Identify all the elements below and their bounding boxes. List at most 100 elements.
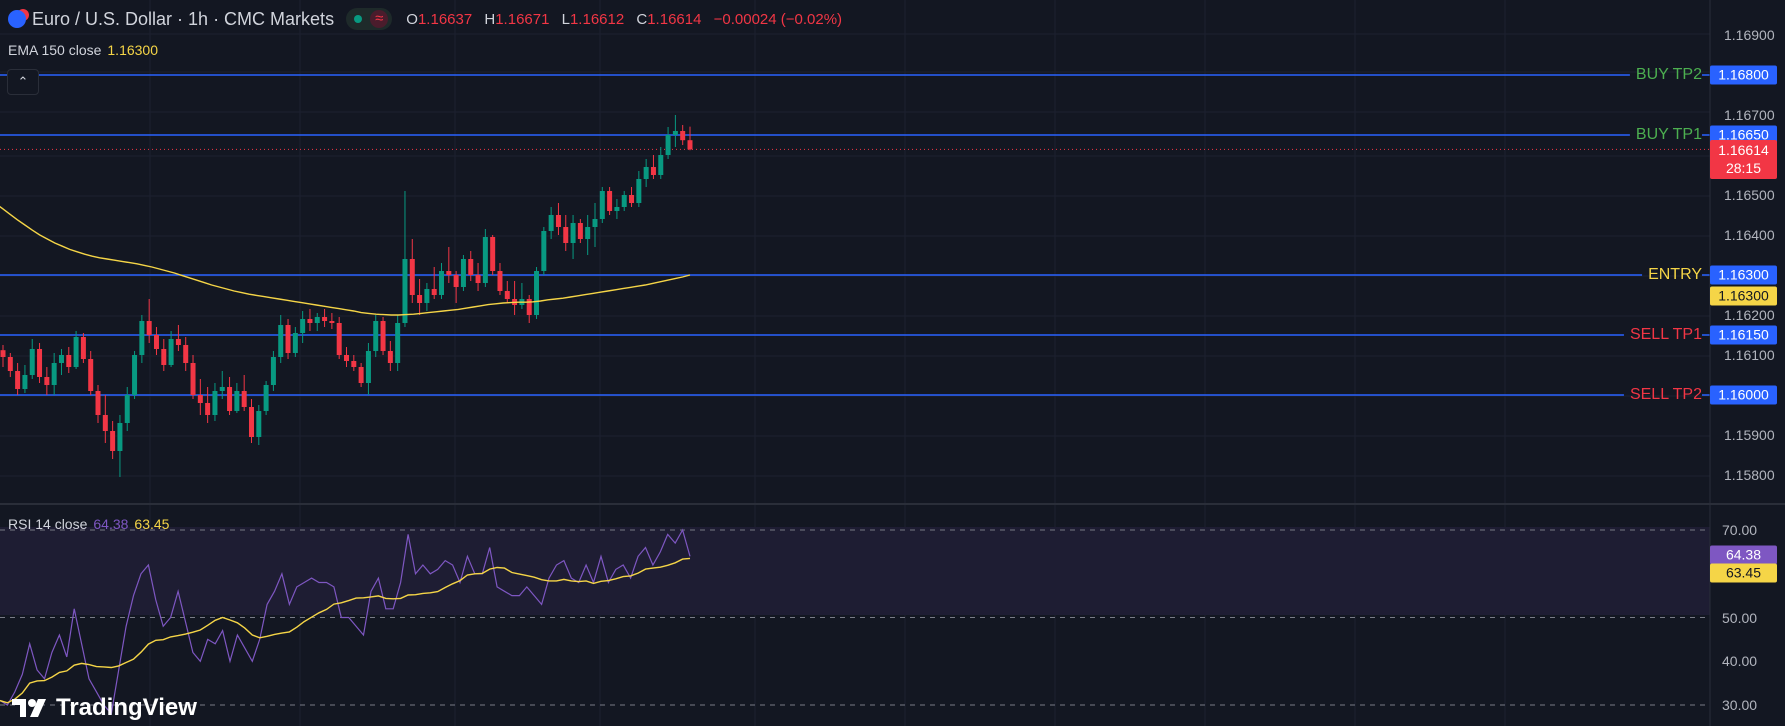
ema-price-tag: 1.16300	[1710, 286, 1777, 306]
candle-body	[66, 355, 72, 367]
level-price-tag: 1.16000	[1710, 385, 1777, 405]
level-lines	[0, 74, 1710, 396]
symbol-title[interactable]: Euro / U.S. Dollar · 1h · CMC Markets	[32, 8, 335, 29]
level-label: BUY TP1	[1635, 126, 1702, 143]
candle-body	[102, 415, 108, 431]
level-price-tag: 1.16150	[1710, 325, 1777, 345]
level-label: ENTRY	[1648, 266, 1702, 283]
candle-body	[490, 237, 496, 271]
price-axis-tick: 1.16700	[1724, 107, 1775, 123]
symbol-legend[interactable]: Euro / U.S. Dollar · 1h · CMC Markets ≈ …	[8, 8, 850, 30]
price-axis-tick: 1.16100	[1724, 347, 1775, 363]
candle-body	[629, 195, 635, 203]
tradingview-logo[interactable]: TradingView	[12, 694, 197, 722]
price-axis-tick: 1.15800	[1724, 467, 1775, 483]
ema-legend-value: 1.16300	[107, 42, 158, 58]
rsi-dashed-levels	[0, 529, 1710, 706]
candle-body	[555, 215, 561, 227]
candle-body	[22, 375, 28, 389]
candle-body	[453, 275, 459, 287]
candle-body	[329, 321, 335, 323]
candle-body	[139, 321, 145, 355]
candle-body	[351, 361, 357, 367]
high-value: 1.16671	[495, 10, 550, 28]
candle-body	[292, 333, 298, 353]
candle-body	[336, 323, 342, 355]
candle-body	[431, 289, 437, 295]
candle-body	[212, 391, 218, 415]
open-label: O	[406, 10, 418, 28]
candle-body	[153, 335, 159, 349]
candle-body	[263, 385, 269, 411]
candle-body	[680, 131, 686, 141]
candle-body	[88, 359, 94, 391]
ema-legend[interactable]: EMA 150 close 1.16300	[8, 42, 158, 58]
candle-body	[672, 131, 678, 135]
rsi-ma-legend-value: 63.45	[134, 516, 170, 532]
candle-body	[497, 271, 503, 291]
close-label: C	[636, 10, 648, 28]
candle-body	[241, 391, 247, 407]
rsi-axis-tick: 70.00	[1722, 522, 1758, 538]
rsi-value-tag: 64.38	[1710, 545, 1777, 565]
candle-body	[51, 363, 57, 385]
candle-body	[599, 191, 605, 219]
market-open-dot-icon	[354, 15, 363, 23]
candle-body	[534, 271, 540, 315]
candle-body	[577, 223, 583, 239]
candle-body	[344, 355, 349, 361]
candle-body	[548, 215, 554, 231]
candle-body	[592, 219, 598, 227]
candle-body	[395, 323, 401, 363]
candle-body	[402, 259, 408, 323]
candle-body	[380, 321, 386, 351]
candle-body	[621, 195, 627, 207]
high-label: H	[484, 10, 496, 28]
candle-body	[95, 391, 101, 415]
candle-body	[365, 351, 371, 383]
candle-body	[563, 227, 569, 243]
level-price-tag: 1.16300	[1710, 265, 1777, 285]
bar-countdown: 28:15	[1725, 160, 1762, 176]
candle-body	[278, 325, 284, 357]
candle-body	[197, 395, 203, 403]
change-value: −0.00024 (−0.02%)	[713, 10, 843, 28]
candle-body	[446, 271, 452, 275]
candles	[0, 115, 693, 477]
collapse-legend-button[interactable]: ⌃	[7, 69, 39, 95]
price-axis-tick: 1.15900	[1724, 427, 1775, 443]
candle-body	[373, 321, 379, 351]
candle-body	[146, 321, 152, 335]
level-label: SELL TP1	[1629, 326, 1702, 343]
candle-body	[285, 325, 291, 353]
candle-body	[387, 351, 393, 363]
candle-body	[219, 387, 225, 391]
candle-body	[468, 259, 474, 275]
rsi-band	[0, 527, 1710, 615]
candle-body	[183, 345, 189, 363]
current-price-value: 1.16614	[1718, 142, 1769, 158]
tradingview-logo-icon	[12, 699, 46, 717]
candle-body	[482, 237, 488, 283]
rsi-legend[interactable]: RSI 14 close 64.38 63.45	[8, 516, 169, 532]
candle-body	[636, 179, 642, 203]
candle-body	[300, 319, 306, 333]
rsi-legend-label: RSI 14 close	[8, 516, 88, 532]
rsi-ma-line	[0, 557, 691, 704]
candle-body	[570, 223, 576, 243]
current-price-tag: 1.16614 28:15	[1710, 140, 1777, 179]
candle-body	[322, 317, 328, 321]
candle-body	[409, 259, 415, 295]
candle-body	[475, 275, 481, 283]
data-feed-icon: ≈	[370, 10, 389, 28]
market-status[interactable]: ≈	[346, 8, 393, 30]
candle-body	[417, 295, 423, 303]
candle-body	[0, 350, 6, 357]
open-value: 1.16637	[417, 10, 473, 28]
candle-body	[7, 357, 13, 371]
ema-line	[0, 205, 691, 316]
ema-legend-label: EMA 150 close	[8, 42, 102, 58]
candle-body	[270, 357, 276, 385]
rsi-axis-tick: 40.00	[1722, 653, 1758, 670]
